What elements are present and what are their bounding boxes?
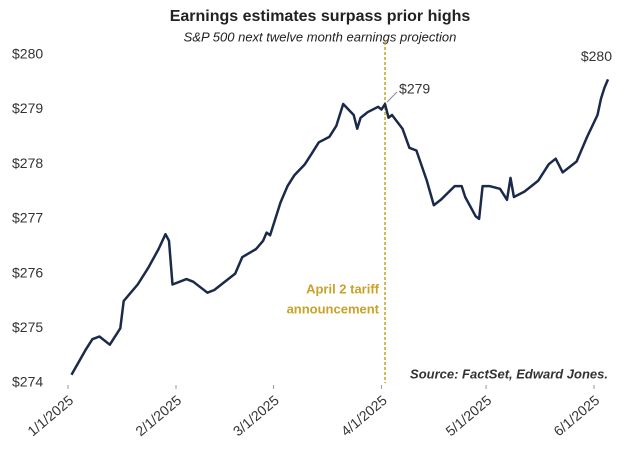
x-tick-label: 4/1/2025 (338, 392, 390, 439)
y-tick-label: $280 (12, 46, 43, 62)
x-tick-label: 5/1/2025 (442, 392, 494, 439)
annotation: $280 (581, 48, 612, 64)
chart-title: Earnings estimates surpass prior highs (170, 8, 471, 25)
annotation: $279 (399, 81, 430, 97)
source-note: Source: FactSet, Edward Jones. (410, 366, 608, 381)
y-tick-label: $277 (12, 210, 43, 226)
y-tick-label: $275 (12, 319, 43, 335)
y-tick-label: $274 (12, 374, 43, 390)
y-tick-label: $276 (12, 264, 43, 280)
chart-subtitle: S&P 500 next twelve month earnings proje… (184, 29, 457, 44)
x-tick-label: 2/1/2025 (132, 392, 184, 439)
x-tick-label: 6/1/2025 (550, 392, 602, 439)
y-tick-label: $279 (12, 100, 43, 116)
x-tick-label: 3/1/2025 (230, 392, 282, 439)
annotation-leader (386, 91, 398, 103)
event-label: April 2 tariff (306, 281, 380, 296)
x-tick-label: 1/1/2025 (24, 392, 76, 439)
event-label: announcement (287, 301, 380, 316)
y-tick-label: $278 (12, 155, 43, 171)
line-series (70, 78, 610, 376)
